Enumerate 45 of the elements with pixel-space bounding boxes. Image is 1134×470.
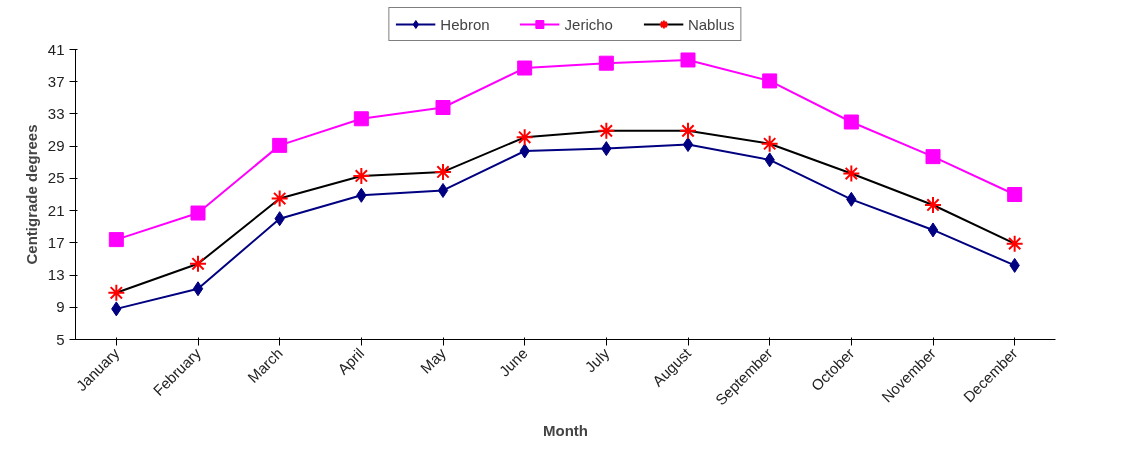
point — [598, 55, 614, 71]
point — [272, 137, 288, 153]
point — [925, 149, 941, 165]
x-tick-label: July — [581, 344, 613, 376]
point — [1007, 187, 1023, 202]
x-axis-title: Month — [543, 422, 588, 440]
point — [437, 182, 449, 198]
point — [108, 232, 124, 248]
point — [270, 189, 289, 208]
legend-label: Hebron — [440, 15, 490, 33]
point — [353, 111, 369, 127]
point — [679, 121, 697, 140]
legend-label: Jericho — [564, 15, 613, 33]
point — [434, 162, 452, 181]
point — [843, 114, 859, 130]
point — [682, 137, 694, 153]
point — [760, 134, 779, 153]
point — [927, 222, 939, 238]
y-tick-label: 5 — [56, 330, 65, 348]
y-tick-label: 33 — [47, 104, 65, 122]
point — [762, 73, 778, 89]
point — [515, 128, 534, 147]
point — [680, 52, 696, 68]
point — [1005, 234, 1024, 253]
point — [107, 283, 126, 302]
point — [842, 164, 861, 183]
y-tick-label: 9 — [56, 298, 65, 316]
point — [192, 281, 204, 297]
point — [517, 60, 533, 76]
y-tick-label: 25 — [47, 169, 65, 187]
y-tick-label: 17 — [47, 233, 65, 251]
legend-label: Nablus — [687, 15, 735, 33]
y-axis-title: Centigrade degrees — [22, 124, 40, 265]
y-tick-label: 41 — [47, 40, 65, 58]
y-tick-label: 29 — [47, 137, 65, 155]
point — [924, 195, 942, 214]
point — [597, 121, 616, 140]
y-tick-label: 13 — [47, 266, 65, 284]
point — [189, 254, 207, 273]
y-tick-label: 37 — [47, 72, 65, 90]
x-tick-label: May — [416, 344, 450, 377]
point — [352, 166, 371, 185]
point — [190, 205, 206, 221]
point — [435, 100, 451, 115]
y-tick-label: 21 — [47, 201, 65, 219]
